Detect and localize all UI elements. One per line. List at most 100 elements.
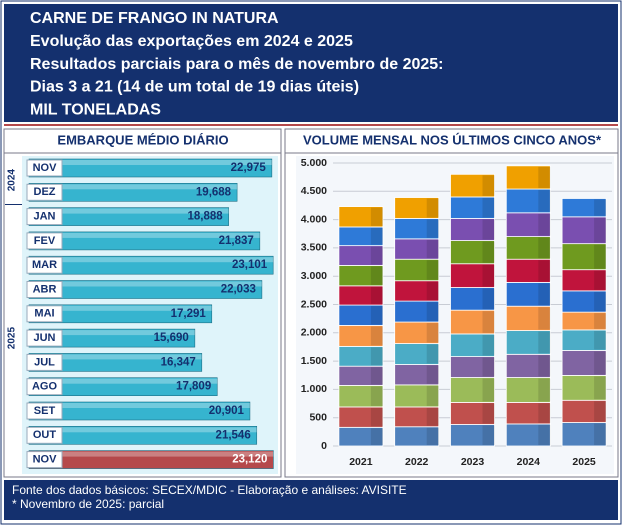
category-box — [26, 256, 63, 274]
segment-shade — [370, 326, 383, 346]
bar-segment — [561, 375, 607, 401]
segment-shade — [482, 403, 495, 424]
segment-shade — [482, 175, 495, 196]
segment-shade — [426, 219, 439, 238]
category-label: JAN — [33, 211, 55, 223]
bar-segment — [338, 206, 384, 228]
segment-shade — [594, 313, 607, 329]
category-label: FEV — [34, 235, 56, 247]
bar-segment — [561, 243, 607, 271]
footer-line: Fonte dos dados básicos: SECEX/MDIC - El… — [12, 483, 407, 497]
category-label: DEZ — [34, 186, 56, 198]
value-label: 16,347 — [161, 356, 196, 368]
segment-shade — [370, 367, 383, 385]
segment-shade — [426, 323, 439, 343]
segment-shade — [370, 428, 383, 445]
bar-shine — [29, 281, 262, 287]
bar-segment — [450, 173, 495, 198]
y-tick-label: 500 — [309, 411, 327, 423]
bar-segment — [450, 377, 495, 403]
segment-shade — [538, 283, 551, 306]
category-box — [26, 232, 63, 250]
header-rule — [4, 124, 618, 126]
segment-shade — [426, 344, 439, 364]
x-tick-label: 2025 — [572, 456, 596, 468]
category-box — [26, 305, 63, 323]
segment-shade — [370, 286, 383, 305]
category-box — [26, 183, 63, 201]
bar-shine — [29, 184, 238, 190]
segment-shade — [594, 330, 607, 350]
bar-shine — [29, 160, 272, 165]
header-line: MIL TONELADAS — [30, 101, 161, 118]
segment-shade — [538, 378, 551, 402]
header-line: Evolução das exportações em 2024 e 2025 — [30, 33, 353, 50]
segment-shade — [594, 270, 607, 290]
segment-shade — [538, 307, 551, 330]
segment-shade — [426, 239, 439, 259]
bar-shine — [29, 403, 250, 408]
segment-shade — [426, 365, 439, 384]
value-label: 22,975 — [231, 162, 267, 174]
footer-panel — [4, 480, 618, 520]
bar-shine — [29, 451, 274, 457]
segment-shade — [426, 385, 439, 406]
bar-segment — [505, 377, 551, 403]
category-box — [26, 426, 63, 444]
category-box — [26, 329, 63, 347]
segment-shade — [482, 425, 495, 445]
category-label: NOV — [33, 454, 58, 466]
segment-shade — [594, 244, 607, 269]
bar-segment — [561, 216, 607, 245]
x-tick-label: 2021 — [349, 456, 373, 468]
value-label: 21,546 — [216, 429, 251, 441]
segment-shade — [538, 260, 551, 282]
category-box — [26, 159, 63, 177]
segment-shade — [426, 198, 439, 218]
category-label: NOV — [33, 162, 58, 174]
bar-shine — [29, 330, 195, 336]
segment-shade — [370, 386, 383, 406]
segment-shade — [482, 288, 495, 310]
segment-shade — [594, 199, 607, 216]
segment-shade — [538, 237, 551, 259]
category-label: MAI — [34, 308, 54, 320]
y-tick-label: 4.000 — [301, 213, 327, 225]
segment-shade — [426, 427, 439, 445]
x-tick-label: 2024 — [517, 456, 541, 468]
bar-shine — [29, 208, 229, 214]
value-label: 20,901 — [209, 405, 245, 417]
value-label: 23,120 — [232, 454, 267, 466]
segment-shade — [538, 166, 551, 189]
y-tick-label: 3.000 — [301, 270, 327, 282]
group-label: 2025 — [7, 327, 18, 350]
bar-segment — [561, 350, 607, 376]
x-tick-label: 2023 — [461, 456, 485, 468]
category-box — [26, 451, 63, 469]
category-label: OUT — [33, 429, 57, 441]
segment-shade — [370, 227, 383, 245]
segment-shade — [370, 306, 383, 325]
segment-shade — [594, 351, 607, 375]
left-title: EMBARQUE MÉDIO DIÁRIO — [57, 132, 228, 147]
value-label: 18,888 — [187, 211, 223, 223]
segment-shade — [482, 241, 495, 263]
header-line: Resultados parciais para o mês de novemb… — [30, 56, 444, 73]
y-tick-label: 5.000 — [301, 157, 327, 169]
header-panel — [4, 4, 618, 122]
y-tick-label: 3.500 — [301, 242, 327, 254]
value-label: 22,033 — [221, 284, 256, 296]
category-label: MAR — [32, 259, 57, 271]
category-label: JUN — [33, 332, 55, 344]
bar-shine — [29, 257, 274, 263]
value-label: 17,291 — [171, 308, 207, 320]
header-line: Dias 3 a 21 (14 de um total de 19 dias ú… — [30, 79, 359, 96]
bar-segment — [561, 198, 607, 218]
category-box — [26, 353, 63, 371]
segment-shade — [370, 246, 383, 265]
segment-shade — [482, 311, 495, 333]
x-tick-label: 2022 — [405, 456, 429, 468]
category-box — [26, 208, 63, 226]
bar-shine — [29, 427, 257, 433]
segment-shade — [538, 424, 551, 445]
